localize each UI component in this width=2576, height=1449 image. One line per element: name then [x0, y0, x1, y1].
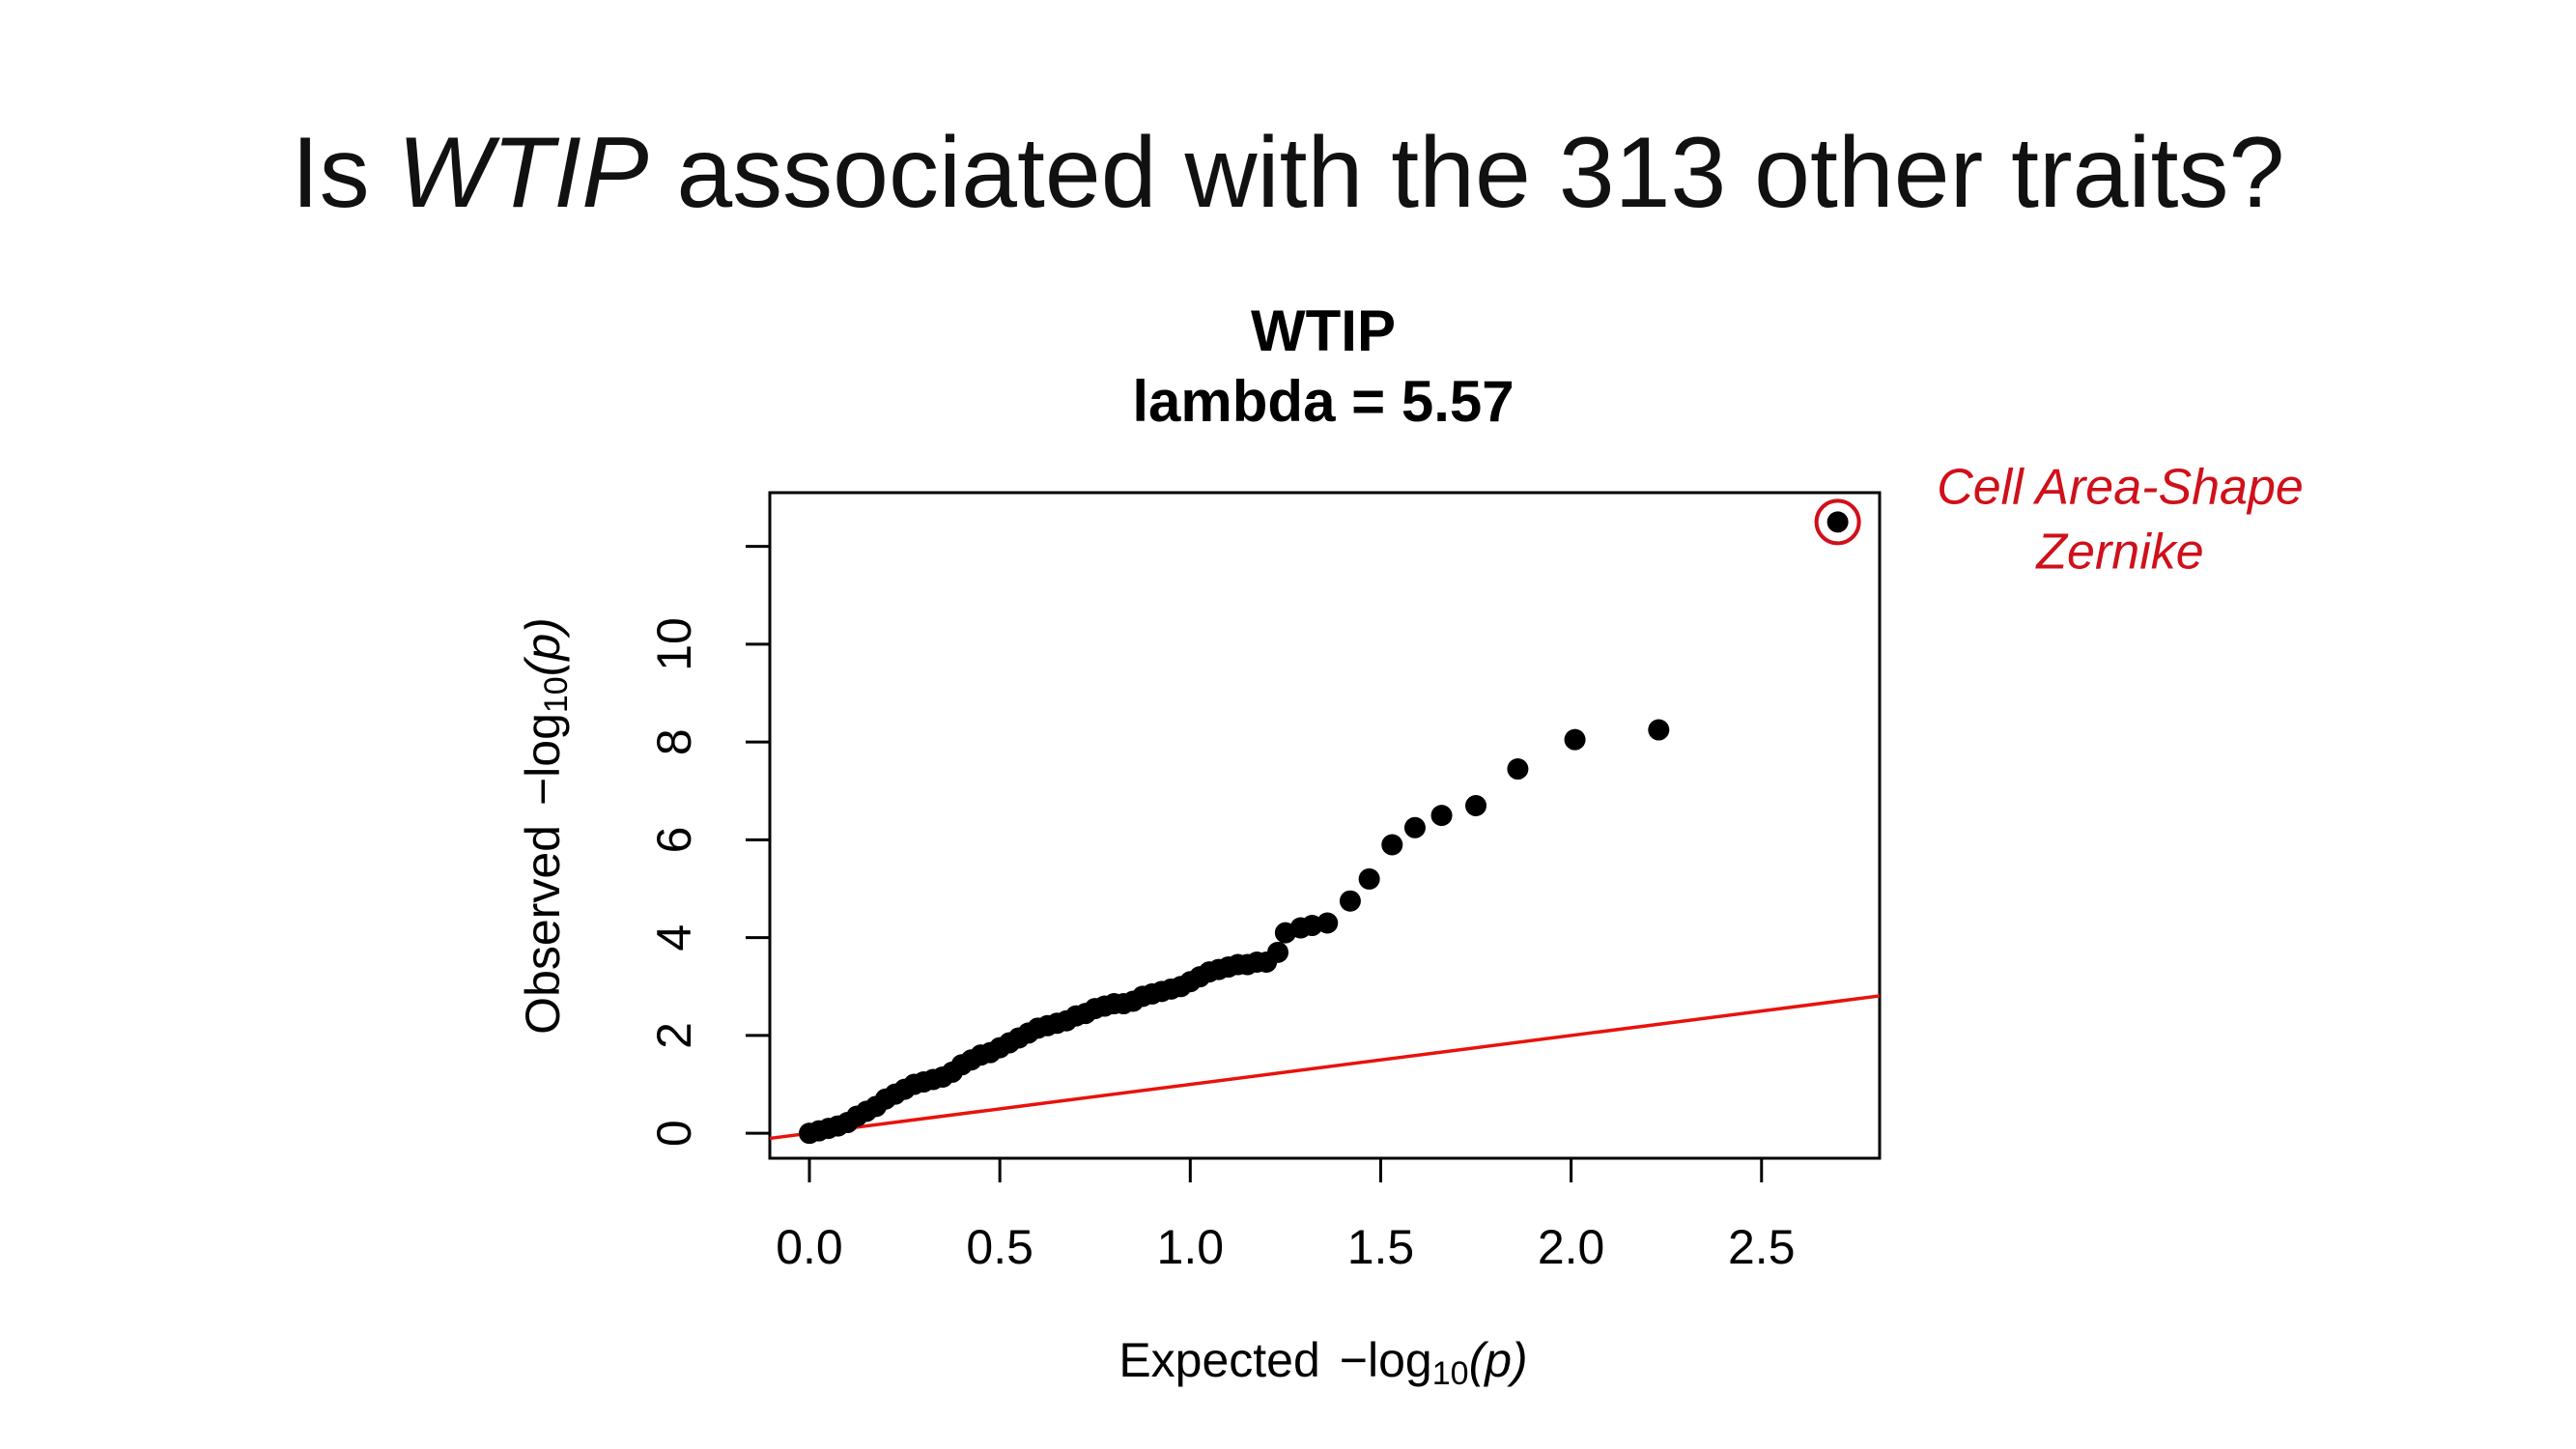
y-tick-label: 4 [647, 924, 701, 952]
y-tick-label: 8 [647, 728, 701, 755]
x-tick-label: 2.5 [1728, 1220, 1796, 1274]
point [1358, 867, 1380, 890]
point [1316, 912, 1339, 934]
y-label-sub: 10 [538, 676, 575, 713]
x-label-arg: (p) [1469, 1333, 1528, 1387]
x-tick-label: 1.5 [1347, 1220, 1415, 1274]
y-tick-label: 10 [647, 617, 701, 671]
point [1267, 941, 1289, 963]
x-label-fn: −log [1340, 1333, 1432, 1387]
x-label-text: Expected [1118, 1333, 1319, 1387]
y-tick-label: 6 [647, 827, 701, 854]
slide-title: Is WTIP associated with the 313 other tr… [0, 116, 2576, 231]
point [1507, 758, 1529, 781]
y-tick-label: 0 [647, 1120, 701, 1147]
y-tick-label: 2 [647, 1022, 701, 1049]
y-label-text: Observed [516, 825, 570, 1035]
x-tick-label: 1.0 [1157, 1220, 1225, 1274]
y-label-arg: (p) [516, 617, 570, 676]
chart-title: WTIP [1251, 298, 1396, 363]
title-gene: WTIP [397, 117, 649, 229]
x-tick-label: 0.0 [776, 1220, 843, 1274]
y-label-fn: −log [516, 713, 570, 806]
plot-frame [768, 491, 1882, 1160]
point [1826, 511, 1849, 533]
point [1465, 794, 1487, 816]
reference-line [769, 994, 1881, 1141]
chart-subtitle: lambda = 5.57 [1132, 369, 1514, 434]
point [1430, 805, 1453, 827]
title-rest: associated with the 313 other traits? [676, 117, 2285, 229]
point [1339, 890, 1361, 912]
x-tick-label: 0.5 [966, 1220, 1033, 1274]
point [1381, 834, 1403, 856]
point [1403, 816, 1426, 838]
annotation-text: Cell Area-Shape [1937, 460, 2304, 516]
x-label-sub: 10 [1432, 1355, 1469, 1392]
y-axis-label: Observed −log10(p) [516, 617, 575, 1035]
x-axis-label: Expected −log10(p) [1118, 1333, 1527, 1392]
annotation-text: Zernike [2034, 525, 2203, 581]
highlight-ring [1814, 498, 1861, 546]
title-lead: Is [291, 117, 370, 229]
point [1564, 728, 1586, 751]
x-tick-label: 2.0 [1538, 1220, 1605, 1274]
point [1648, 719, 1670, 741]
